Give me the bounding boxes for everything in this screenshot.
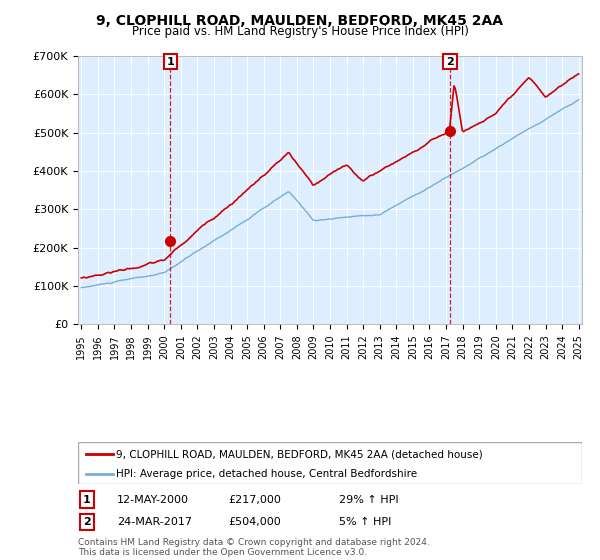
Text: 1: 1: [83, 494, 91, 505]
Text: 5% ↑ HPI: 5% ↑ HPI: [339, 517, 391, 527]
Text: 2: 2: [83, 517, 91, 527]
Text: Contains HM Land Registry data © Crown copyright and database right 2024.
This d: Contains HM Land Registry data © Crown c…: [78, 538, 430, 557]
FancyBboxPatch shape: [78, 442, 582, 484]
Text: 9, CLOPHILL ROAD, MAULDEN, BEDFORD, MK45 2AA: 9, CLOPHILL ROAD, MAULDEN, BEDFORD, MK45…: [97, 14, 503, 28]
Text: 2: 2: [446, 57, 454, 67]
Text: Price paid vs. HM Land Registry's House Price Index (HPI): Price paid vs. HM Land Registry's House …: [131, 25, 469, 38]
Text: 12-MAY-2000: 12-MAY-2000: [117, 494, 189, 505]
Text: 9, CLOPHILL ROAD, MAULDEN, BEDFORD, MK45 2AA (detached house): 9, CLOPHILL ROAD, MAULDEN, BEDFORD, MK45…: [116, 449, 482, 459]
Text: 1: 1: [166, 57, 174, 67]
Text: HPI: Average price, detached house, Central Bedfordshire: HPI: Average price, detached house, Cent…: [116, 469, 417, 479]
Text: £504,000: £504,000: [228, 517, 281, 527]
Text: £217,000: £217,000: [228, 494, 281, 505]
Text: 29% ↑ HPI: 29% ↑ HPI: [339, 494, 398, 505]
Text: 24-MAR-2017: 24-MAR-2017: [117, 517, 192, 527]
